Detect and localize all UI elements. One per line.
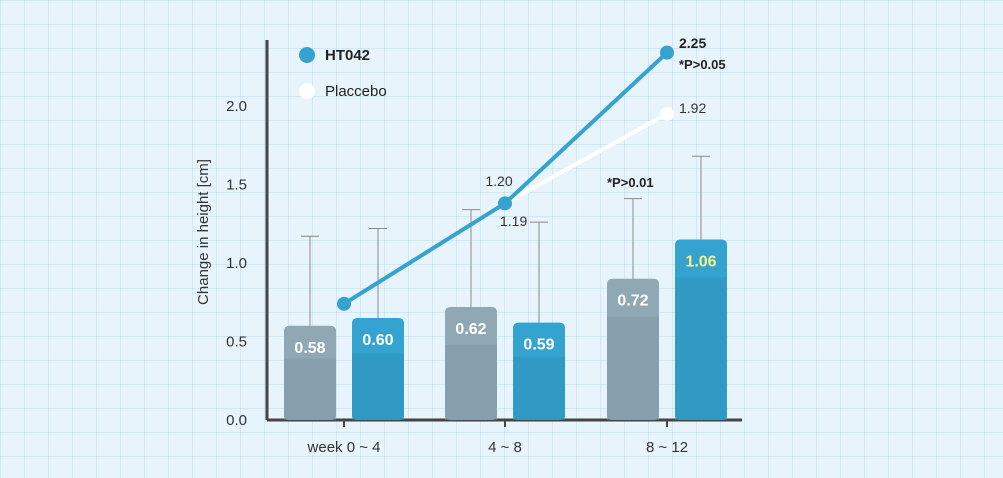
bar-value-label: 1.06 xyxy=(685,253,716,270)
legend-marker xyxy=(299,47,315,63)
x-tick-label: 4 ~ 8 xyxy=(488,439,522,456)
y-axis-label: Change in height [cm] xyxy=(195,159,212,305)
ht042-point xyxy=(498,196,512,211)
y-tick-label: 0.0 xyxy=(226,412,247,429)
point-label: 2.25 xyxy=(679,35,706,51)
bar-shade xyxy=(352,353,404,420)
line-series: 1.20 2.25 1.19 1.92 xyxy=(337,35,706,311)
bar-value-label: 0.60 xyxy=(362,332,393,349)
annotation-p001: *P>0.01 xyxy=(607,175,654,190)
bar-value-label: 0.72 xyxy=(617,293,648,310)
legend-label: Placcebo xyxy=(325,83,387,100)
placebo-point xyxy=(660,106,674,121)
bar-value-label: 0.62 xyxy=(455,321,486,338)
bars: 0.58 0.62 0.72 0.60 0.59 1.06 xyxy=(284,155,727,420)
y-tick-label: 1.0 xyxy=(226,255,247,272)
bar-value-label: 0.59 xyxy=(523,337,554,354)
bar-shade xyxy=(284,358,336,420)
x-tick-label: week 0 ~ 4 xyxy=(307,439,381,456)
legend-label: HT042 xyxy=(325,47,370,64)
bar-shade xyxy=(445,344,497,420)
x-tick-label: 8 ~ 12 xyxy=(646,439,688,456)
y-tick-label: 2.0 xyxy=(226,98,247,115)
point-label: 1.20 xyxy=(485,173,512,189)
bar-shade xyxy=(675,277,727,420)
axes: 0.0 0.5 1.0 1.5 2.0 week 0 ~ 4 4 ~ 8 8 ~ 12 xyxy=(226,40,742,456)
placebo-line xyxy=(504,112,668,206)
bar-value-label: 0.58 xyxy=(294,340,325,357)
legend-marker xyxy=(299,83,315,99)
point-label: 1.19 xyxy=(500,213,527,229)
ht042-point xyxy=(337,296,351,311)
annotation-p005: *P>0.05 xyxy=(679,57,726,72)
bar-shade xyxy=(607,316,659,420)
y-tick-label: 1.5 xyxy=(226,177,247,194)
point-label: 1.92 xyxy=(679,100,706,116)
ht042-point xyxy=(660,45,674,60)
legend: HT042 Placcebo xyxy=(299,47,387,100)
bar-shade xyxy=(513,356,565,420)
y-tick-label: 0.5 xyxy=(226,334,247,351)
